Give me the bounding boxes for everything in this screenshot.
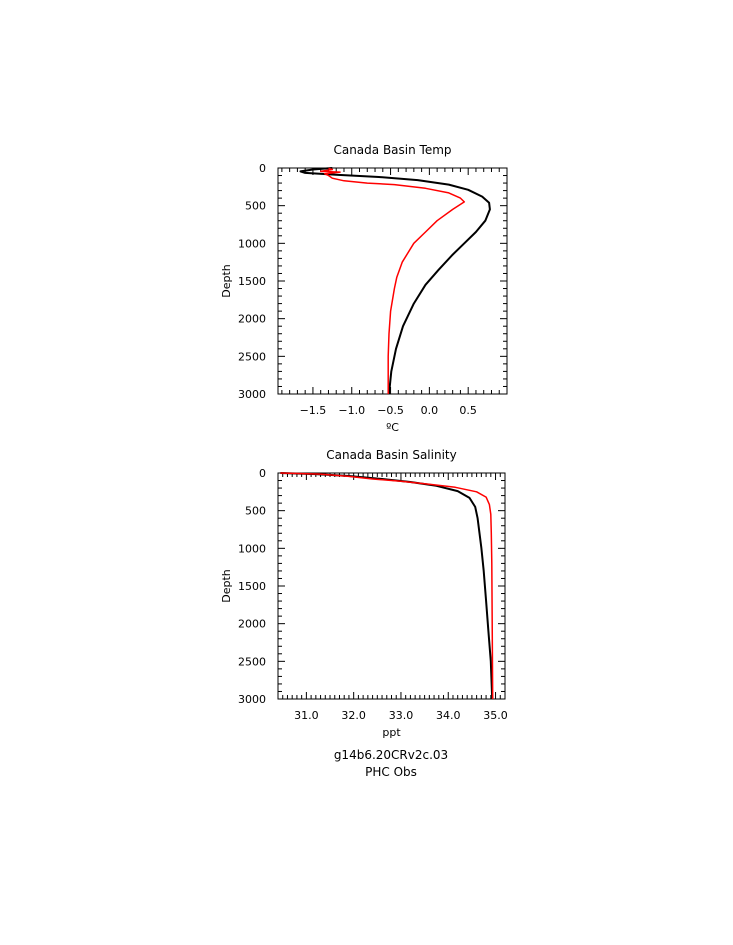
x-tick-label: 35.0	[483, 709, 508, 722]
y-tick-label: 2000	[238, 618, 266, 631]
plot-frame	[277, 472, 506, 700]
y-tick-label: 1000	[238, 237, 266, 250]
x-tick-label: 33.0	[389, 709, 414, 722]
y-axis-label: Depth	[220, 264, 233, 298]
y-tick-label: 1500	[238, 580, 266, 593]
legend-entry-model: g14b6.20CRv2c.03	[334, 748, 448, 762]
x-axis-label: ºC	[386, 421, 399, 434]
x-tick-label: −1.0	[338, 404, 365, 417]
chart-title: Canada Basin Temp	[333, 143, 451, 157]
chart-title: Canada Basin Salinity	[326, 448, 456, 462]
series-line-obs	[319, 167, 466, 394]
chart-temp: Canada Basin Temp ºC Depth −1.5 −1.0 −0.5 0.0 0…	[220, 143, 508, 434]
y-tick-label: 3000	[238, 388, 266, 401]
x-axis-label: ppt	[382, 726, 401, 739]
x-tick-label: −1.5	[300, 404, 327, 417]
y-tick-label: 0	[259, 162, 266, 175]
y-axis-label: Depth	[220, 569, 233, 603]
y-tick-label: 500	[245, 505, 266, 518]
y-tick-label: 1500	[238, 275, 266, 288]
x-tick-label: −0.5	[377, 404, 404, 417]
y-tick-label: 500	[245, 200, 266, 213]
y-tick-label: 0	[259, 467, 266, 480]
series-line-model	[299, 167, 491, 395]
series-line-obs	[280, 472, 494, 700]
x-tick-label: 0.0	[421, 404, 439, 417]
series-line-model	[280, 472, 494, 700]
x-tick-label: 31.0	[294, 709, 319, 722]
x-tick-label: 32.0	[341, 709, 366, 722]
y-tick-label: 3000	[238, 693, 266, 706]
chart-salinity: Canada Basin Salinity ppt Depth 31.0 32.0 33.…	[220, 448, 508, 739]
legend: g14b6.20CRv2c.03 PHC Obs	[334, 748, 448, 779]
x-tick-label: 0.5	[459, 404, 477, 417]
x-tick-label: 34.0	[436, 709, 461, 722]
y-tick-label: 2500	[238, 350, 266, 363]
y-tick-label: 1000	[238, 542, 266, 555]
y-tick-label: 2000	[238, 313, 266, 326]
y-tick-label: 2500	[238, 655, 266, 668]
legend-entry-obs: PHC Obs	[365, 765, 417, 779]
plot-frame	[277, 167, 508, 395]
